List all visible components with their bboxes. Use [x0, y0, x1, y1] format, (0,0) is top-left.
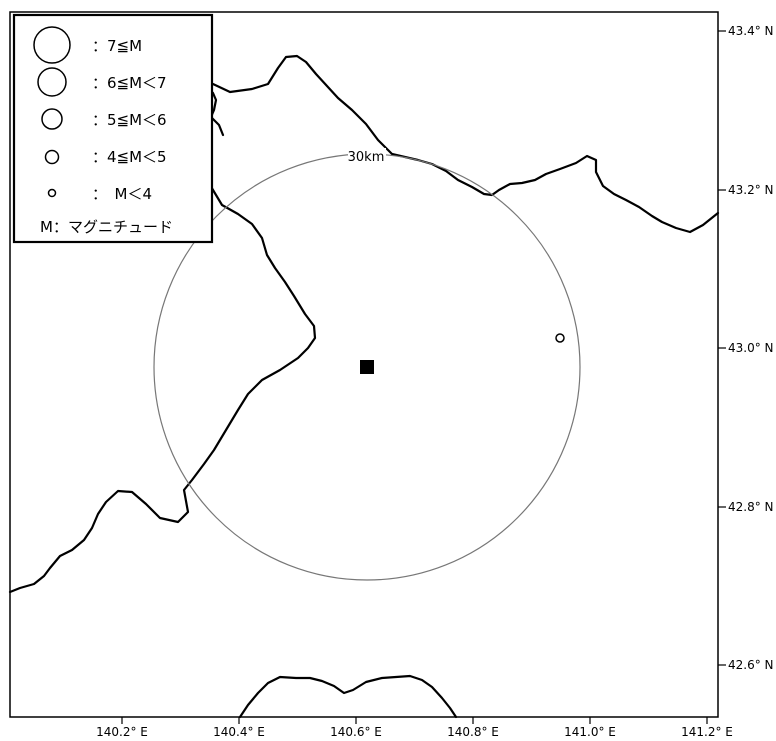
magnitude-legend: ：7≦M ：6≦M＜7 ：5≦M＜6 ：4≦M＜5 ： M＜4 M：マグニチュー… [12, 13, 214, 244]
lon-label-140-6: 140.6° E [330, 725, 382, 739]
legend-label-m4: ：4≦M＜5 [92, 148, 167, 166]
legend-footer: M：マグニチュード [40, 218, 173, 236]
legend-symbol-m6 [37, 67, 67, 97]
legend-symbol-m4 [44, 149, 60, 165]
legend-symbol-m7 [33, 26, 71, 64]
lat-label-43-0: 43.0° N [728, 341, 774, 355]
radius-label: 30km [348, 150, 385, 165]
lat-label-42-8: 42.8° N [728, 500, 774, 514]
lon-label-141-0: 141.0° E [564, 725, 616, 739]
legend-label-m7: ：7≦M [92, 37, 142, 55]
lat-label-43-4: 43.4° N [728, 24, 774, 38]
legend-symbol-m5 [41, 108, 63, 130]
lon-label-140-8: 140.8° E [447, 725, 499, 739]
lon-label-141-2: 141.2° E [681, 725, 733, 739]
tick-marks [121, 30, 726, 724]
legend-label-m6: ：6≦M＜7 [92, 74, 167, 92]
epicenter-marker [360, 360, 374, 374]
legend-label-m5: ：5≦M＜6 [92, 111, 167, 129]
coastline-south [238, 674, 458, 719]
radius-label-bg [348, 148, 386, 164]
lat-label-42-6: 42.6° N [728, 658, 774, 672]
earthquake-event-symbol [555, 333, 565, 343]
legend-label-m-lt4: ： M＜4 [92, 185, 152, 203]
lat-label-43-2: 43.2° N [728, 183, 774, 197]
legend-symbol-m-lt4 [47, 188, 57, 198]
lon-label-140-4: 140.4° E [213, 725, 265, 739]
coastline-west [8, 183, 317, 594]
lon-label-140-2: 140.2° E [96, 725, 148, 739]
